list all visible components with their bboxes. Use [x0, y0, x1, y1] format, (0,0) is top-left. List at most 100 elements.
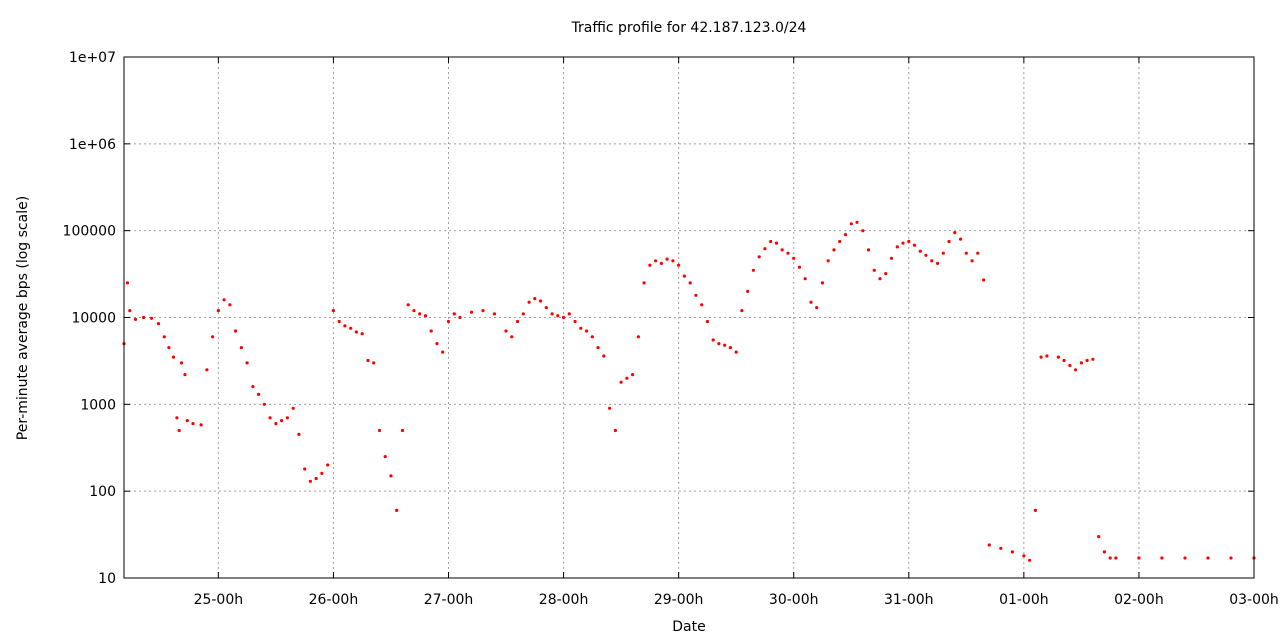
- data-point: [423, 314, 428, 318]
- data-point: [389, 474, 393, 478]
- data-point: [665, 257, 669, 261]
- data-point: [337, 319, 341, 324]
- data-point: [619, 380, 623, 384]
- data-point: [700, 303, 704, 307]
- data-point: [527, 300, 531, 304]
- points-layer: [122, 220, 1256, 562]
- data-point: [125, 281, 130, 285]
- data-point: [688, 281, 692, 285]
- data-point: [717, 342, 721, 346]
- data-point: [585, 329, 589, 333]
- data-point: [757, 255, 761, 259]
- data-point: [211, 335, 215, 339]
- grid-layer: [124, 57, 1254, 578]
- data-point: [366, 358, 370, 363]
- data-point: [303, 467, 307, 471]
- data-point: [268, 416, 272, 420]
- data-point: [469, 310, 474, 314]
- data-point: [631, 373, 635, 377]
- data-point: [573, 319, 577, 324]
- data-point: [751, 268, 756, 272]
- data-point: [889, 256, 894, 260]
- data-point: [412, 309, 416, 313]
- data-point: [262, 402, 266, 406]
- data-point: [150, 316, 154, 320]
- data-point: [930, 259, 934, 263]
- data-point: [901, 241, 905, 245]
- data-point: [1010, 550, 1015, 554]
- data-point: [521, 312, 525, 316]
- data-point: [326, 463, 330, 467]
- data-point: [780, 248, 784, 252]
- data-point: [740, 309, 744, 313]
- data-point: [918, 249, 922, 253]
- data-point: [832, 248, 836, 252]
- data-point: [372, 361, 376, 365]
- data-point: [872, 268, 876, 272]
- data-point: [128, 309, 132, 313]
- data-point: [1022, 554, 1026, 558]
- x-tick-label: 26-00h: [309, 592, 359, 608]
- data-point: [291, 406, 295, 410]
- data-point: [515, 319, 520, 324]
- data-point: [953, 231, 957, 235]
- data-point: [175, 416, 179, 420]
- data-point: [711, 338, 715, 342]
- data-point: [343, 324, 347, 328]
- data-point: [843, 233, 848, 237]
- data-point: [185, 419, 189, 423]
- data-point: [383, 455, 387, 459]
- data-point: [167, 346, 171, 350]
- data-point: [1074, 368, 1078, 372]
- x-tick-label: 31-00h: [884, 592, 934, 608]
- data-point: [602, 354, 606, 358]
- y-axis-label: Per-minute average bps (log scale): [15, 196, 31, 440]
- data-point: [308, 479, 312, 483]
- data-point: [636, 335, 641, 339]
- data-point: [320, 471, 324, 475]
- data-point: [677, 263, 681, 267]
- data-point: [222, 298, 226, 302]
- data-point: [251, 385, 255, 389]
- x-axis-label: Date: [672, 619, 705, 635]
- data-point: [556, 314, 560, 318]
- data-point: [1108, 556, 1112, 560]
- data-point: [924, 253, 928, 257]
- data-point: [1091, 357, 1095, 361]
- x-tick-label: 25-00h: [194, 592, 244, 608]
- x-tick-label: 01-00h: [999, 592, 1049, 608]
- data-point: [855, 220, 859, 224]
- data-point: [239, 346, 243, 350]
- data-point: [331, 309, 335, 313]
- data-point: [1183, 556, 1187, 560]
- data-point: [1062, 358, 1066, 363]
- data-point: [936, 261, 940, 265]
- data-point: [999, 546, 1003, 550]
- data-point: [654, 259, 658, 263]
- data-point: [884, 272, 888, 276]
- data-point: [1028, 558, 1032, 562]
- data-point: [314, 476, 318, 481]
- x-tick-label: 28-00h: [539, 592, 589, 608]
- data-point: [734, 350, 738, 354]
- data-point: [648, 263, 652, 267]
- data-point: [959, 237, 963, 241]
- y-tick-label: 10: [98, 571, 116, 587]
- data-point: [1114, 556, 1118, 560]
- data-point: [216, 309, 220, 313]
- data-point: [723, 343, 727, 347]
- data-point: [156, 322, 161, 326]
- data-point: [1068, 363, 1072, 368]
- data-point: [377, 428, 382, 433]
- data-point: [354, 330, 358, 334]
- data-point: [1033, 508, 1037, 512]
- data-point: [171, 355, 176, 359]
- data-point: [705, 319, 710, 324]
- data-point: [395, 508, 399, 512]
- data-point: [481, 309, 485, 313]
- data-point: [671, 259, 675, 263]
- data-point: [418, 312, 422, 316]
- data-point: [550, 312, 554, 316]
- x-tick-label: 30-00h: [769, 592, 819, 608]
